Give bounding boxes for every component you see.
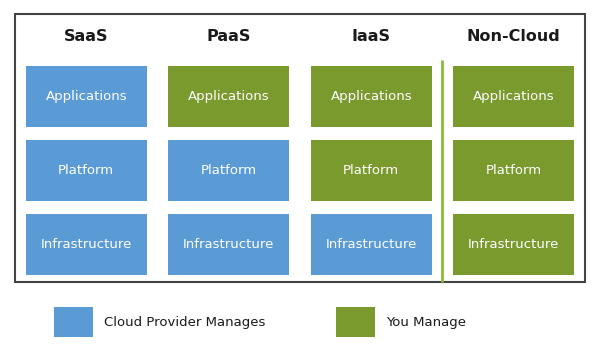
Bar bbox=[311, 140, 432, 201]
Text: SaaS: SaaS bbox=[64, 30, 109, 44]
Text: Infrastructure: Infrastructure bbox=[326, 238, 417, 251]
Bar bbox=[311, 66, 432, 127]
Text: Infrastructure: Infrastructure bbox=[468, 238, 559, 251]
Bar bbox=[168, 214, 289, 275]
Text: IaaS: IaaS bbox=[352, 30, 391, 44]
Bar bbox=[454, 66, 574, 127]
Text: Platform: Platform bbox=[485, 164, 542, 177]
Text: PaaS: PaaS bbox=[206, 30, 251, 44]
Text: Infrastructure: Infrastructure bbox=[41, 238, 132, 251]
Bar bbox=[336, 307, 375, 337]
Text: Applications: Applications bbox=[188, 90, 269, 103]
Text: Applications: Applications bbox=[46, 90, 127, 103]
Bar bbox=[26, 140, 146, 201]
Bar bbox=[26, 214, 146, 275]
Bar bbox=[168, 66, 289, 127]
Bar bbox=[311, 214, 432, 275]
Text: Applications: Applications bbox=[331, 90, 412, 103]
Text: You Manage: You Manage bbox=[386, 316, 466, 328]
Bar bbox=[15, 14, 585, 282]
Text: Platform: Platform bbox=[343, 164, 400, 177]
Bar bbox=[26, 66, 146, 127]
Text: Cloud Provider Manages: Cloud Provider Manages bbox=[104, 316, 265, 328]
Bar bbox=[168, 140, 289, 201]
Text: Infrastructure: Infrastructure bbox=[183, 238, 274, 251]
Text: Platform: Platform bbox=[200, 164, 257, 177]
Text: Applications: Applications bbox=[473, 90, 554, 103]
Bar bbox=[454, 140, 574, 201]
Text: Non-Cloud: Non-Cloud bbox=[467, 30, 560, 44]
Bar bbox=[454, 214, 574, 275]
Text: Platform: Platform bbox=[58, 164, 115, 177]
Bar bbox=[54, 307, 93, 337]
